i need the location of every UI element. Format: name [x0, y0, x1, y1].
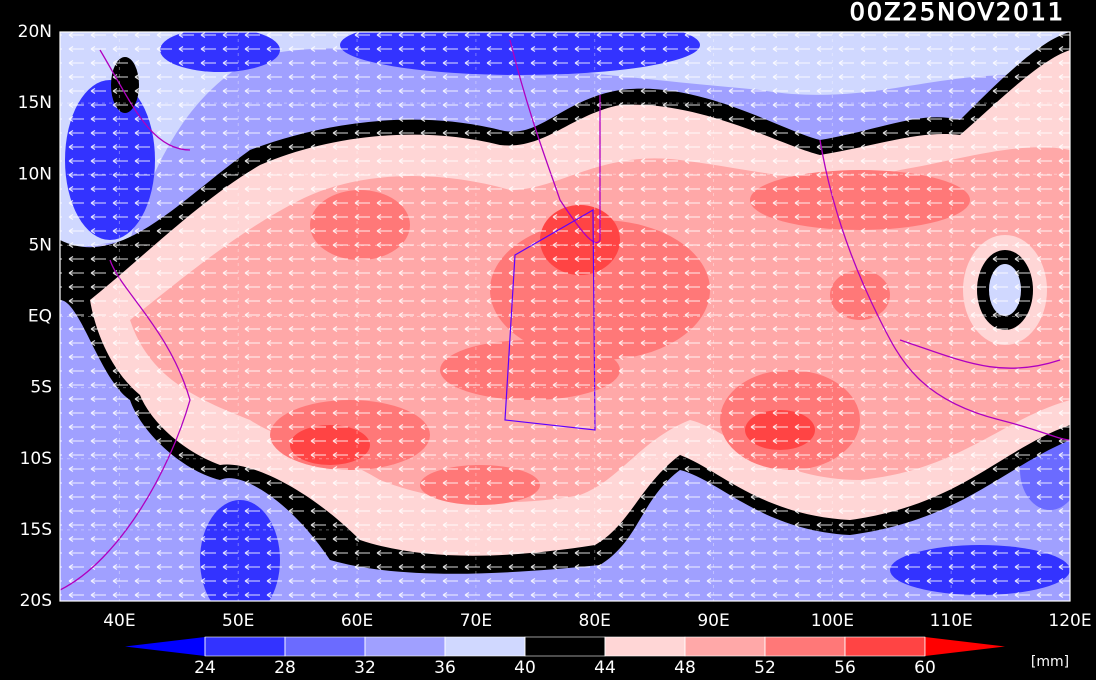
lon-label: 100E	[811, 611, 854, 631]
map-title: 00Z25NOV2011	[850, 0, 1065, 26]
lon-label: 50E	[222, 611, 254, 631]
colorbar-box	[444, 636, 526, 657]
colorbar-label: 28	[274, 658, 296, 678]
colorbar-label: 60	[914, 658, 936, 678]
lon-labels: 40E 50E 60E 70E 80E 90E 100E 110E 120E	[103, 611, 1091, 631]
colorbar-box	[284, 636, 366, 657]
colorbar-box	[204, 636, 286, 657]
lon-label: 70E	[460, 611, 492, 631]
wind-vectors	[60, 32, 1070, 601]
lon-label: 120E	[1048, 611, 1091, 631]
lat-label: 5N	[28, 235, 52, 255]
colorbar-box	[524, 636, 606, 657]
lat-label: 20S	[20, 591, 52, 611]
lat-label: 15S	[20, 520, 52, 540]
lat-label: 10S	[20, 449, 52, 469]
colorbar: 24 28 32 36 40 44 48 52 56 60 [mm]	[125, 636, 1069, 678]
colorbar-label: 44	[594, 658, 616, 678]
colorbar-label: 56	[834, 658, 856, 678]
colorbar-box	[604, 636, 686, 657]
lat-label: EQ	[28, 307, 52, 327]
colorbar-tip	[925, 637, 1005, 656]
coastline	[60, 39, 1070, 591]
lat-label: 15N	[18, 93, 52, 113]
colorbar-label: 48	[674, 658, 696, 678]
colorbar-tip	[125, 637, 205, 656]
lon-label: 80E	[579, 611, 611, 631]
colorbar-label: 36	[434, 658, 456, 678]
colorbar-box	[364, 636, 446, 657]
colorbar-label: 52	[754, 658, 776, 678]
colorbar-label: 40	[514, 658, 536, 678]
lat-label: 5S	[30, 378, 52, 398]
lon-label: 60E	[341, 611, 373, 631]
colorbar-label: 24	[194, 658, 216, 678]
lon-label: 110E	[930, 611, 973, 631]
colorbar-box	[684, 636, 766, 657]
boundary	[504, 208, 596, 431]
lat-label: 10N	[18, 164, 52, 184]
colorbar-box	[764, 636, 846, 657]
lon-label: 90E	[697, 611, 729, 631]
lat-labels: 20N 15N 10N 5N EQ 5S 10S 15S 20S	[18, 22, 52, 611]
lat-label: 20N	[18, 22, 52, 42]
colorbar-box	[844, 636, 926, 657]
field	[60, 32, 1070, 601]
colorbar-unit: [mm]	[1031, 654, 1069, 670]
lon-label: 40E	[103, 611, 135, 631]
colorbar-label: 32	[354, 658, 376, 678]
plot-frame	[59, 31, 1071, 602]
